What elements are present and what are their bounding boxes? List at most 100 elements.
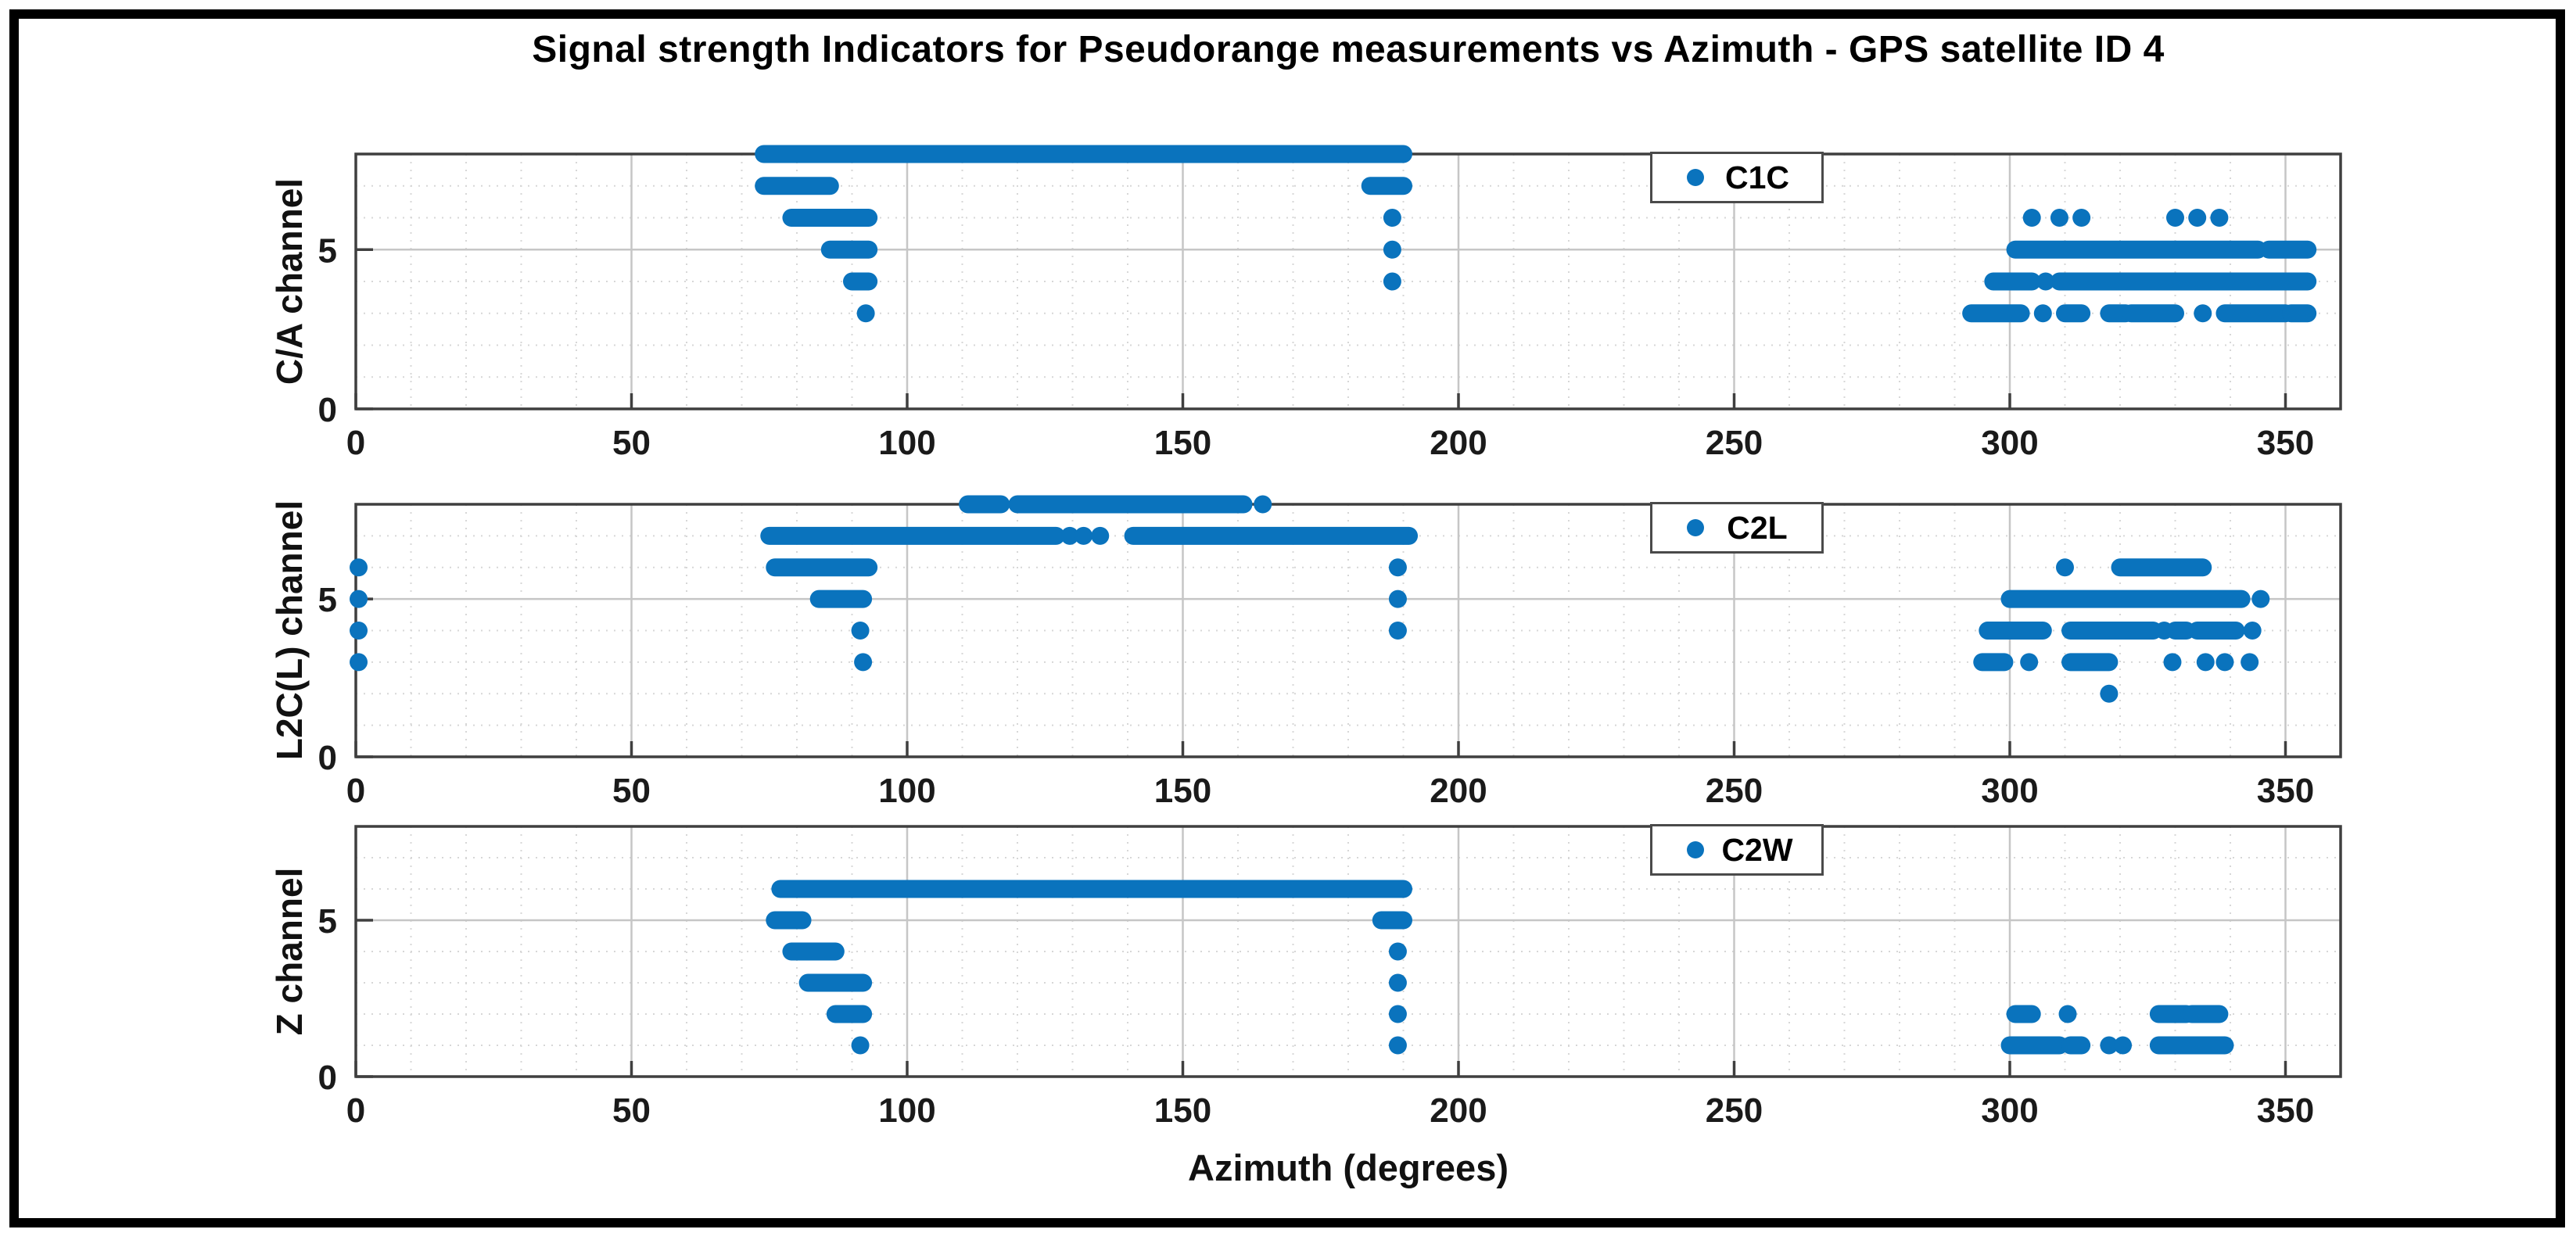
scatter-dot <box>2036 272 2055 291</box>
legend-marker-icon <box>1687 519 1704 536</box>
x-tick-label: 150 <box>1154 1091 1211 1130</box>
scatter-run <box>2000 1036 2068 1055</box>
scatter-dot <box>2243 622 2262 640</box>
scatter-dot <box>2196 653 2215 672</box>
scatter-dot <box>2022 209 2041 227</box>
scatter-run <box>1008 495 1253 514</box>
legend-marker-icon <box>1687 841 1704 858</box>
scatter-run <box>1372 911 1412 930</box>
legend-marker-icon <box>1687 169 1704 186</box>
y-axis-label-z-channel: Z channel <box>269 867 310 1036</box>
axes-frame <box>354 825 2342 1078</box>
scatter-run <box>782 942 845 961</box>
x-tick-label: 350 <box>2257 772 2314 810</box>
x-tick-label: 350 <box>2257 1091 2314 1130</box>
tick-marks <box>354 919 2287 1078</box>
legend-c1c: C1C <box>1650 152 1824 203</box>
scatter-dot <box>856 304 875 323</box>
scatter-dot <box>1388 622 1407 640</box>
scatter-dot <box>1383 240 1401 259</box>
x-tick-label: 300 <box>1981 424 2038 462</box>
scatter-run <box>2215 304 2294 323</box>
scatter-run <box>782 209 878 227</box>
scatter-run <box>1973 653 2014 672</box>
y-tick-label: 0 <box>318 1059 337 1097</box>
scatter-series-C2L <box>350 495 2270 703</box>
minor-grid <box>356 154 2341 409</box>
x-tick-label: 250 <box>1706 772 1763 810</box>
x-tick-label: 150 <box>1154 424 1211 462</box>
scatter-dot <box>2072 209 2091 227</box>
scatter-run <box>959 495 1010 514</box>
x-tick-label: 200 <box>1430 772 1487 810</box>
scatter-run <box>1124 526 1419 545</box>
scatter-run <box>2006 240 2267 259</box>
y-tick-label: 5 <box>318 231 337 270</box>
x-tick-label: 300 <box>1981 772 2038 810</box>
tick-labels: 0 50 100 150 200 250 300 350 0 5 <box>318 231 2315 462</box>
scatter-run <box>1979 622 2052 640</box>
legend-label: C2W <box>1721 831 1793 868</box>
panel-bottom: 0 50 100 150 200 250 300 350 0 5 <box>318 825 2342 1130</box>
x-tick-label: 0 <box>346 1091 365 1130</box>
chart-title: Signal strength Indicators for Pseudoran… <box>532 29 2165 70</box>
scatter-run <box>2056 304 2091 323</box>
scatter-run <box>809 590 873 608</box>
y-tick-label: 5 <box>318 902 337 941</box>
legend-c2l: C2L <box>1650 502 1824 554</box>
scatter-dot <box>350 653 368 672</box>
scatter-dot <box>2020 653 2039 672</box>
scatter-dot <box>1388 942 1407 961</box>
scatter-run <box>2282 304 2317 323</box>
y-tick-label: 0 <box>318 391 337 429</box>
y-tick-label: 0 <box>318 739 337 777</box>
scatter-run <box>2006 1005 2041 1023</box>
scatter-dot <box>2215 653 2234 672</box>
scatter-dot <box>2188 209 2207 227</box>
scatter-dot <box>1388 1005 1407 1023</box>
x-tick-label: 100 <box>878 424 935 462</box>
scatter-run <box>2061 1036 2091 1055</box>
scatter-dot <box>350 558 368 577</box>
scatter-run <box>2259 240 2317 259</box>
scatter-run <box>2061 622 2162 640</box>
scatter-dot <box>1383 272 1401 291</box>
scatter-dot <box>1388 1036 1407 1055</box>
scatter-dot <box>2100 1036 2119 1055</box>
scatter-dot <box>851 622 870 640</box>
x-tick-label: 350 <box>2257 424 2314 462</box>
scatter-run <box>2149 1036 2234 1055</box>
panel-top: 0 50 100 150 200 250 300 350 0 5 <box>318 145 2342 462</box>
x-tick-label: 50 <box>612 424 651 462</box>
scatter-dot <box>1383 209 1401 227</box>
scatter-dot <box>854 653 873 672</box>
x-tick-label: 50 <box>612 772 651 810</box>
legend-label: C2L <box>1727 509 1788 546</box>
scatter-dot <box>1091 526 1110 545</box>
scatter-run <box>2166 622 2196 640</box>
scatter-run <box>2111 558 2212 577</box>
tick-marks <box>354 597 2287 758</box>
scatter-dot <box>2251 590 2270 608</box>
scatter-run <box>1361 177 1412 195</box>
x-axis-label: Azimuth (degrees) <box>1188 1147 1509 1188</box>
scatter-dot <box>1060 526 1079 545</box>
x-tick-label: 100 <box>878 772 935 810</box>
scatter-run <box>2000 590 2251 608</box>
scatter-run <box>1984 272 2041 291</box>
scatter-run <box>843 272 878 291</box>
scatter-run <box>2050 272 2317 291</box>
x-tick-label: 250 <box>1706 424 1763 462</box>
scatter-dot <box>2210 209 2229 227</box>
scatter-dot <box>851 1036 870 1055</box>
x-tick-label: 0 <box>346 772 365 810</box>
minor-grid <box>356 826 2341 1077</box>
scatter-dot <box>2166 209 2184 227</box>
scatter-dot <box>2241 653 2259 672</box>
scatter-dot <box>2056 558 2074 577</box>
y-axis-label-l2c-channel: L2C(L) channel <box>269 500 310 761</box>
scatter-run <box>760 526 1065 545</box>
scatter-series-C1C <box>755 145 2317 323</box>
scatter-dot <box>2154 622 2173 640</box>
